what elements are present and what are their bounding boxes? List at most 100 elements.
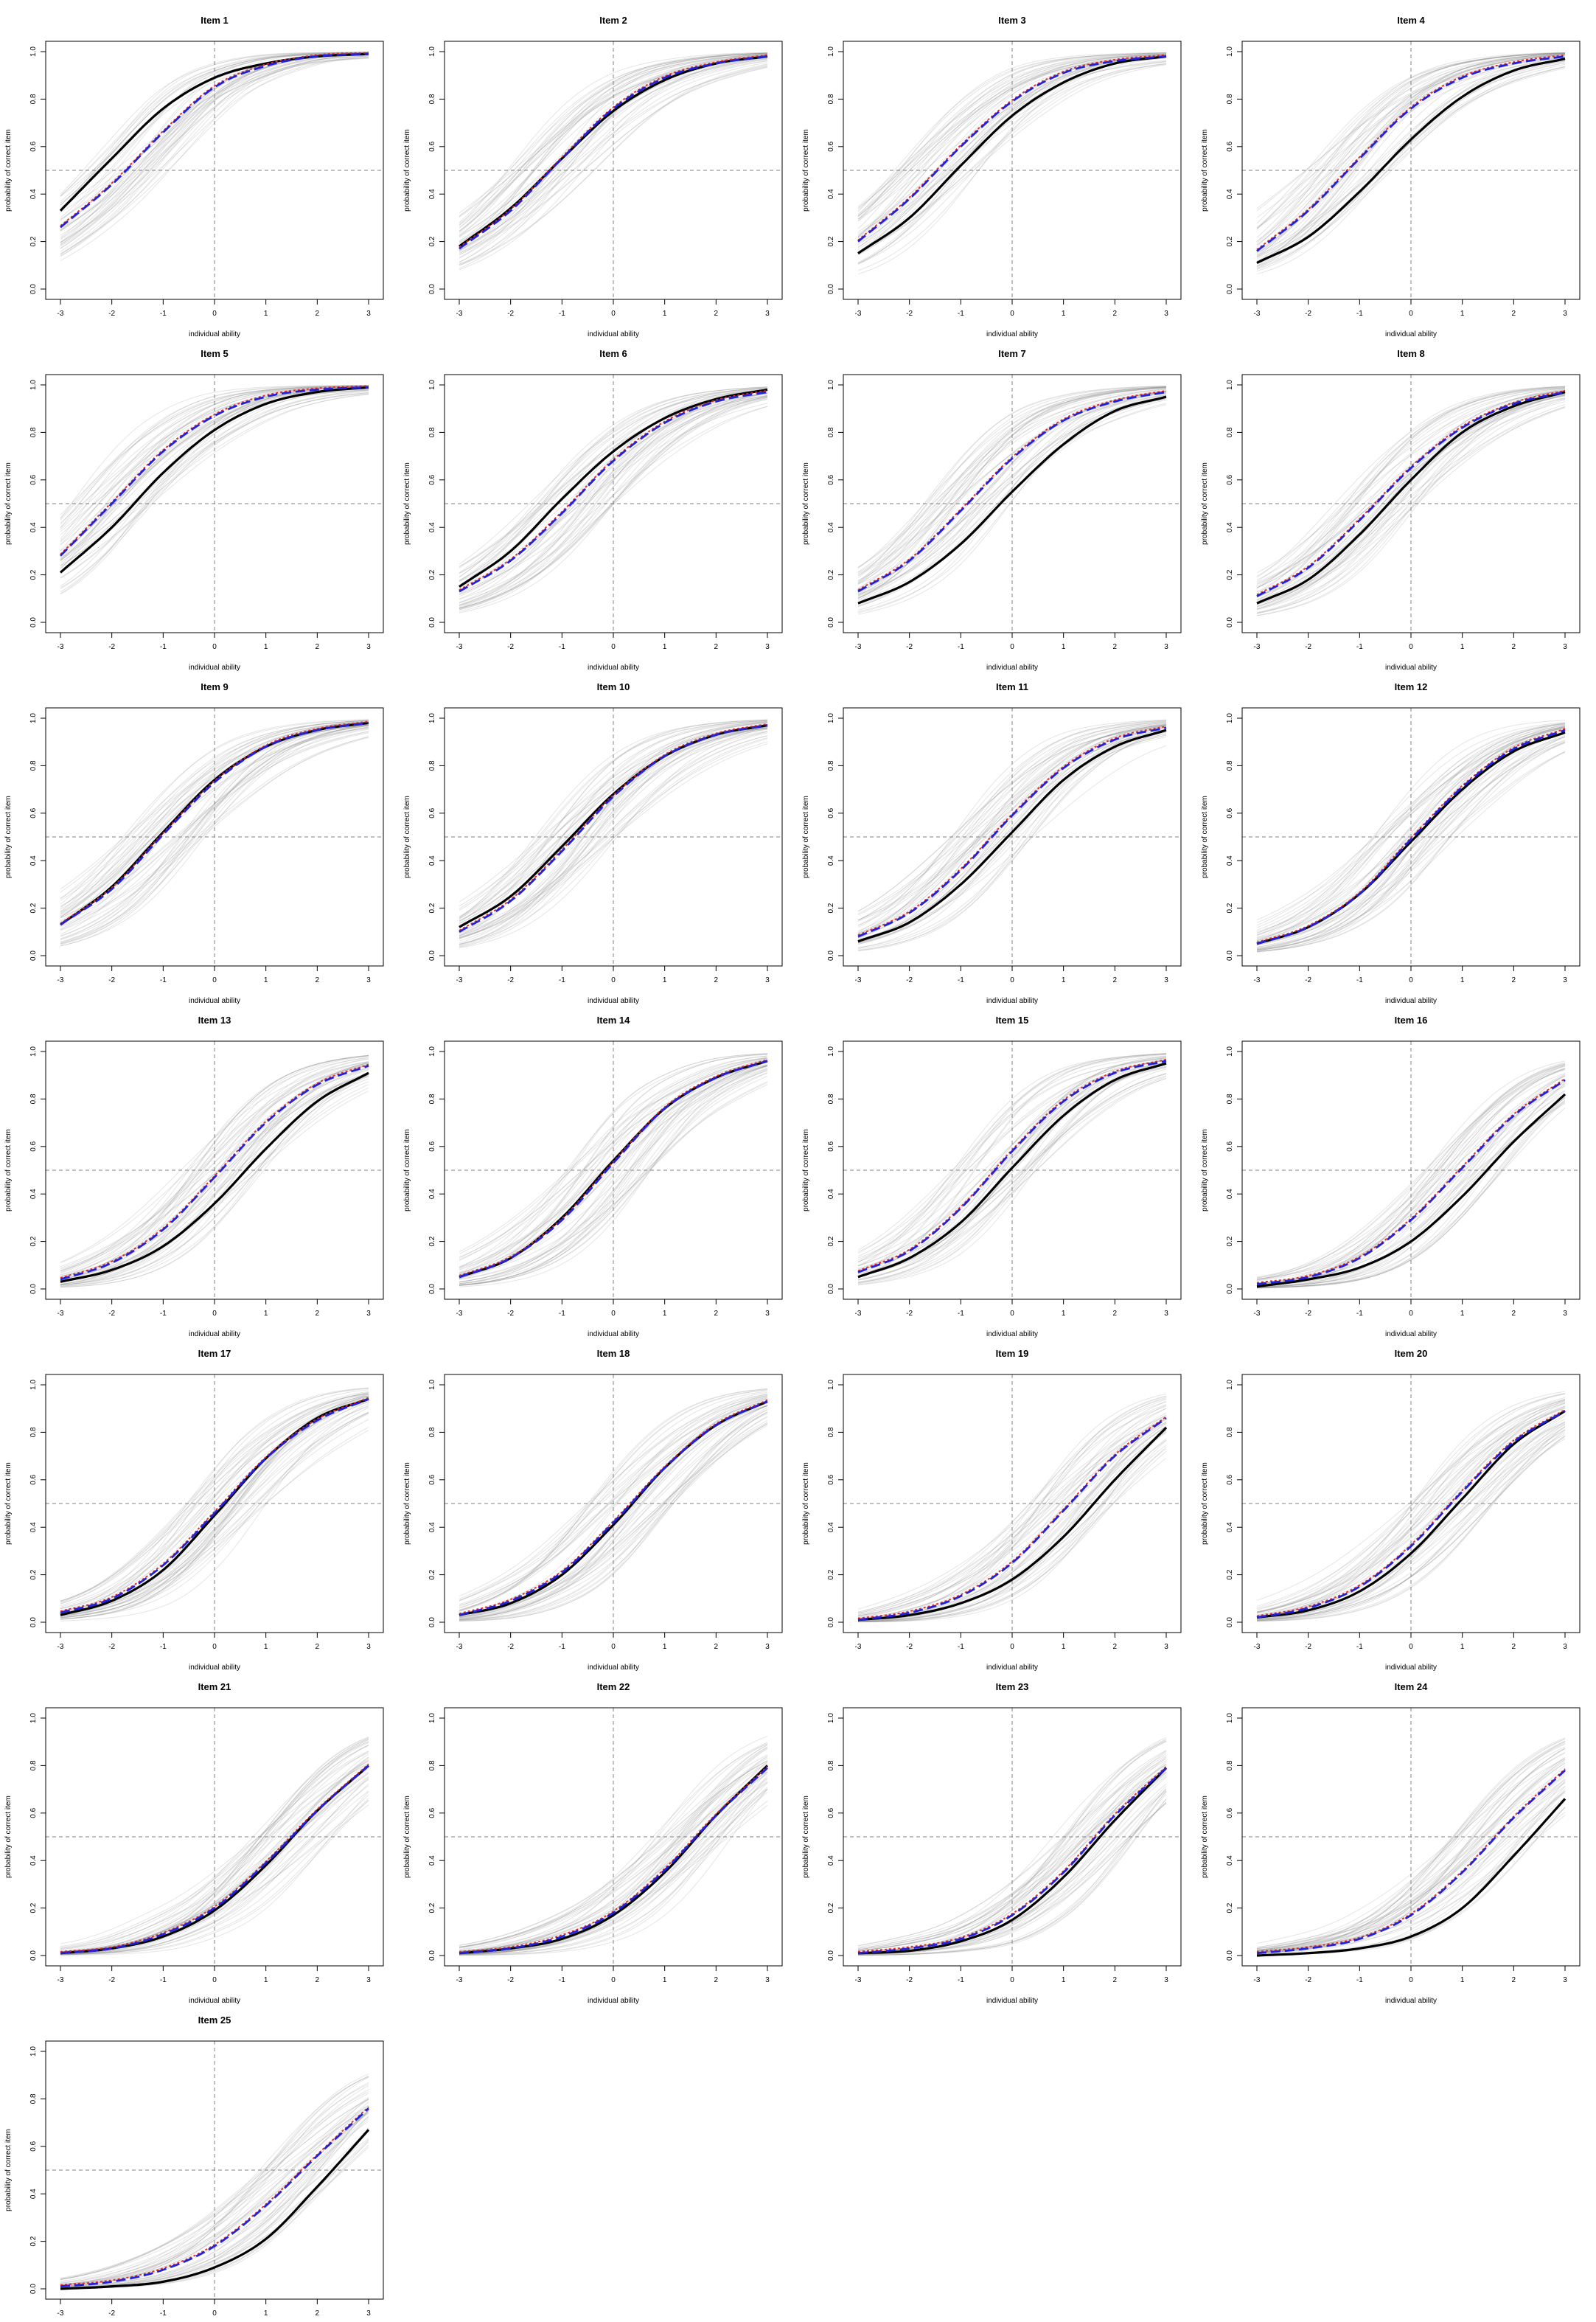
y-tick-label: 0.6 bbox=[827, 1141, 835, 1151]
y-tick-label: 0.2 bbox=[29, 1236, 38, 1246]
x-tick-label: 0 bbox=[1409, 1643, 1413, 1651]
simulated-curve bbox=[459, 1081, 768, 1280]
simulated-curve bbox=[60, 1393, 369, 1605]
simulated-curve bbox=[1256, 1770, 1566, 1948]
simulated-curve bbox=[1256, 390, 1566, 577]
y-tick-label: 0.4 bbox=[1226, 522, 1234, 532]
simulated-curve bbox=[459, 1770, 768, 1949]
true-curve bbox=[1256, 731, 1566, 945]
x-tick-label: -3 bbox=[456, 1976, 463, 1984]
simulated-curve bbox=[60, 1412, 369, 1619]
simulated-curve bbox=[459, 738, 768, 939]
simulated-curve bbox=[857, 1765, 1167, 1949]
simulated-curve bbox=[60, 1744, 369, 1955]
y-tick-label: 0.0 bbox=[29, 617, 38, 628]
simulated-curve bbox=[1256, 723, 1566, 938]
y-tick-label: 0.8 bbox=[827, 1760, 835, 1770]
y-axis-label: probability of correct item bbox=[1201, 1462, 1209, 1545]
simulated-curve bbox=[60, 2097, 369, 2288]
x-tick-label: 3 bbox=[1563, 310, 1567, 318]
simulated-curve bbox=[1256, 726, 1566, 936]
simulated-curve bbox=[857, 52, 1167, 229]
x-tick-label: 1 bbox=[1460, 310, 1465, 318]
y-tick-label: 0.0 bbox=[29, 1617, 38, 1627]
blue-curve bbox=[857, 1417, 1167, 1621]
chart-panel: Item 23 -3 -2 -1 0 1 2 3 0.0 0.2 0.4 0.6 0.8 1.0 indiv… bbox=[802, 1681, 1182, 2005]
simulated-curve bbox=[857, 394, 1167, 613]
y-tick-label: 0.6 bbox=[428, 474, 436, 484]
simulated-curve bbox=[1256, 389, 1566, 602]
x-tick-label: -1 bbox=[958, 1976, 964, 1984]
simulated-curve bbox=[60, 52, 369, 243]
y-tick-label: 0.6 bbox=[428, 807, 436, 818]
panel-title: Item 8 bbox=[1397, 348, 1425, 359]
x-tick-label: 3 bbox=[366, 1976, 371, 1984]
true-curve bbox=[1256, 58, 1566, 265]
x-tick-label: -1 bbox=[160, 976, 167, 984]
plot-area bbox=[46, 41, 383, 299]
simulated-curve bbox=[459, 1059, 768, 1268]
simulated-curve bbox=[459, 1070, 768, 1268]
simulated-curve bbox=[459, 1082, 768, 1280]
simulated-curve bbox=[60, 385, 369, 519]
x-tick-label: 3 bbox=[366, 976, 371, 984]
simulated-curve bbox=[459, 1405, 768, 1621]
x-axis-label: individual ability bbox=[189, 1664, 240, 1672]
plot-area bbox=[46, 375, 383, 633]
simulated-curve bbox=[60, 55, 369, 243]
x-tick-label: -2 bbox=[1305, 1310, 1311, 1318]
simulated-curve bbox=[1256, 736, 1566, 949]
y-tick-label: 0.6 bbox=[827, 1807, 835, 1818]
simulated-curve bbox=[60, 58, 369, 213]
simulated-curve bbox=[459, 726, 768, 903]
simulated-curve bbox=[1256, 728, 1566, 931]
true-curve bbox=[1256, 391, 1566, 605]
simulated-curve bbox=[60, 1745, 369, 1953]
x-tick-label: -2 bbox=[507, 976, 514, 984]
blue-curve bbox=[60, 2107, 369, 2288]
y-tick-label: 0.2 bbox=[428, 903, 436, 913]
x-tick-label: 2 bbox=[316, 1643, 320, 1651]
x-tick-label: 2 bbox=[316, 310, 320, 318]
simulated-curve bbox=[1256, 397, 1566, 585]
x-tick-label: 3 bbox=[765, 643, 770, 651]
x-axis-label: individual ability bbox=[588, 1997, 639, 2005]
x-tick-label: -3 bbox=[855, 310, 862, 318]
x-tick-label: 0 bbox=[611, 1643, 616, 1651]
y-tick-label: 0.2 bbox=[827, 903, 835, 913]
simulated-curve bbox=[60, 54, 369, 255]
x-tick-label: 1 bbox=[264, 310, 268, 318]
y-axis-label: probability of correct item bbox=[4, 462, 13, 545]
y-tick-label: 0.6 bbox=[29, 474, 38, 484]
y-tick-label: 0.8 bbox=[29, 760, 38, 771]
x-tick-label: 3 bbox=[1563, 1310, 1567, 1318]
x-tick-label: 0 bbox=[212, 310, 217, 318]
simulated-curve bbox=[60, 2112, 369, 2286]
y-axis-label: probability of correct item bbox=[403, 1129, 411, 1212]
x-tick-label: 1 bbox=[1460, 1643, 1465, 1651]
simulated-curve bbox=[857, 1077, 1167, 1276]
plot-area bbox=[46, 1374, 383, 1633]
blue-curve bbox=[1256, 391, 1566, 597]
simulated-curve bbox=[60, 1751, 369, 1950]
y-tick-label: 0.0 bbox=[1226, 617, 1234, 628]
simulated-curve bbox=[857, 394, 1167, 574]
x-tick-label: 3 bbox=[1164, 1976, 1168, 1984]
x-tick-label: -1 bbox=[1356, 1976, 1363, 1984]
x-tick-label: 2 bbox=[1113, 1643, 1118, 1651]
chart-panel: Item 7 -3 -2 -1 0 1 2 3 0.0 0.2 0.4 0.6 0.8 1.0 indivi… bbox=[802, 348, 1182, 672]
panel-title: Item 10 bbox=[597, 681, 630, 692]
x-axis-label: individual ability bbox=[1385, 1997, 1437, 2005]
simulated-curve bbox=[459, 1742, 768, 1952]
simulated-curve bbox=[459, 722, 768, 944]
y-tick-label: 0.4 bbox=[29, 1855, 38, 1866]
chart-panel: Item 22 -3 -2 -1 0 1 2 3 0.0 0.2 0.4 0.6 0.8 1.0 indiv… bbox=[403, 1681, 783, 2005]
x-tick-label: -1 bbox=[160, 1976, 167, 1984]
y-tick-label: 0.6 bbox=[29, 807, 38, 818]
red-curve bbox=[459, 723, 768, 931]
simulated-curve bbox=[1256, 1393, 1566, 1616]
simulated-curve bbox=[1256, 386, 1566, 601]
simulated-curve bbox=[1256, 1094, 1566, 1289]
simulated-curve bbox=[60, 1401, 369, 1609]
simulated-curve bbox=[459, 396, 768, 595]
